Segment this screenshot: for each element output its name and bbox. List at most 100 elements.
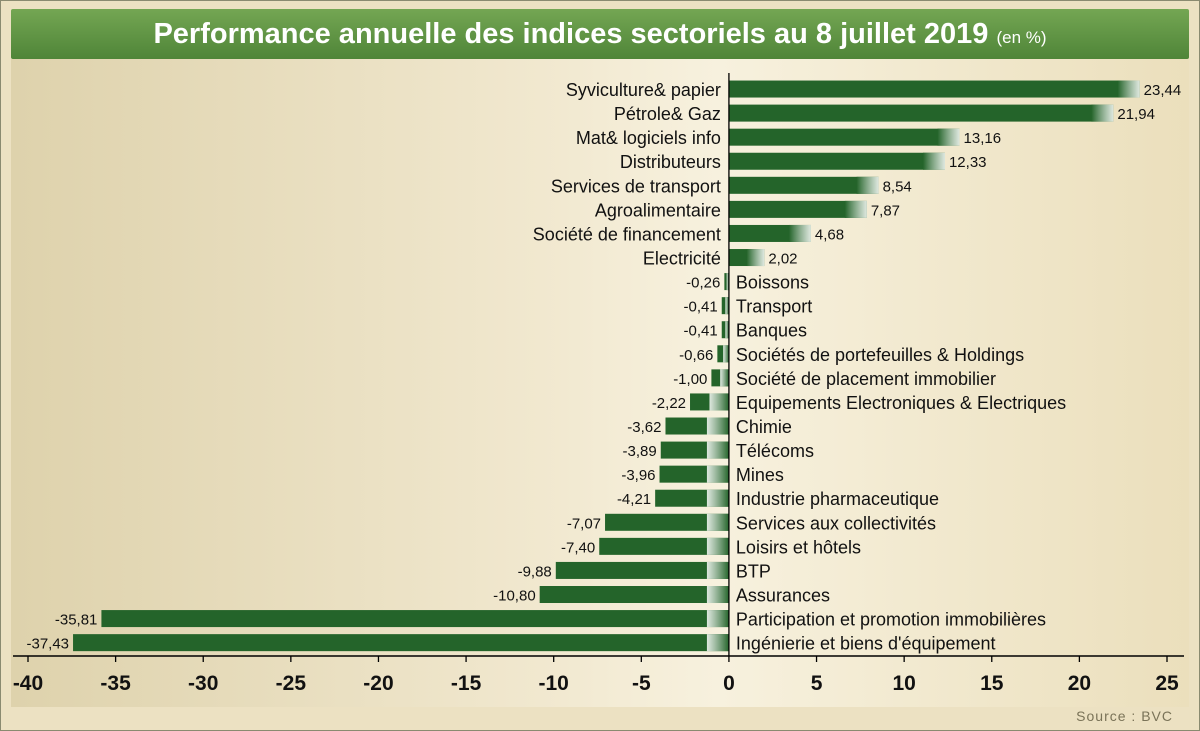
category-label: Boissons [736,273,809,293]
category-label: Participation et promotion immobilières [736,610,1046,630]
bar-highlight [709,393,729,411]
x-tick-label: 5 [811,672,823,695]
data-label: -7,07 [567,515,601,532]
bar-highlight [856,176,879,194]
bar-highlight [1091,104,1114,122]
bar [728,152,945,170]
category-label: Syviculture& papier [566,80,721,100]
bar-highlight [706,465,729,483]
bar-highlight [706,537,729,555]
bar-highlight [706,634,729,652]
data-label: -9,88 [518,563,552,580]
bar [101,610,729,628]
bar-highlight [706,586,729,604]
data-label: -7,40 [561,539,595,556]
data-label: -0,41 [684,299,718,316]
chart-title-unit: (en %) [996,28,1047,47]
bar [728,128,960,146]
x-tick-label: -25 [276,672,307,695]
bar-highlight [725,321,729,339]
bar-highlight [844,200,867,218]
category-label: BTP [736,561,771,581]
data-label: 2,02 [768,251,797,268]
bar [721,297,729,315]
x-tick-label: -5 [632,672,651,695]
category-label: Industrie pharmaceutique [736,489,939,509]
data-label: -3,89 [623,443,657,460]
title-bar: Performance annuelle des indices sectori… [11,9,1189,59]
bar [73,634,729,652]
bar-highlight [723,345,729,363]
bar-highlight [706,561,729,579]
category-label: Banques [736,321,807,341]
bar-highlight [746,249,765,267]
category-label: Société de placement immobilier [736,369,996,389]
x-tick-label: 20 [1068,672,1091,695]
data-label: -3,62 [627,419,661,436]
bar [599,537,729,555]
category-label: Distributeurs [620,152,721,172]
bar [721,321,729,339]
bar-highlight [706,513,729,531]
x-tick-label: 10 [892,672,915,695]
data-label: 7,87 [871,202,900,219]
category-label: Ingénierie et biens d'équipement [736,634,996,654]
data-label: 23,44 [1144,82,1182,99]
category-label: Services aux collectivités [736,513,936,533]
bar-highlight [706,417,729,435]
bar-highlight [726,273,729,291]
data-label: -0,26 [686,275,720,292]
category-label: Chimie [736,417,792,437]
x-tick-label: -30 [188,672,218,695]
bar [728,176,879,194]
category-label: Equipements Electroniques & Electriques [736,393,1066,413]
category-label: Mines [736,465,784,485]
data-label: -1,00 [673,371,707,388]
category-label: Télécoms [736,441,814,461]
bar-highlight [706,441,729,459]
x-tick-label: 15 [980,672,1004,695]
category-label: Société de financement [533,224,721,244]
data-label: -4,21 [617,491,651,508]
chart-title-line: Performance annuelle des indices sectori… [11,9,1189,63]
category-label: Services de transport [551,176,721,196]
bar-highlight [706,489,729,507]
x-tick-label: -35 [100,672,131,695]
bar [728,80,1140,98]
chart-title: Performance annuelle des indices sectori… [153,18,989,50]
data-label: -0,66 [679,347,713,364]
category-label: Transport [736,297,812,317]
bar [555,561,729,579]
data-label: 12,33 [949,154,987,171]
category-label: Sociétés de portefeuilles & Holdings [736,345,1024,365]
data-label: -10,80 [493,588,536,605]
data-label: -35,81 [55,612,98,629]
bar [605,513,729,531]
bar-highlight [922,152,945,170]
bar-highlight [720,369,729,387]
data-label: -0,41 [684,323,718,340]
bar [539,586,729,604]
data-label: 8,54 [883,178,912,195]
bar-highlight [788,224,811,242]
bar [728,200,867,218]
bar-highlight [706,610,729,628]
bar [728,104,1114,122]
x-tick-label: 0 [723,672,735,695]
bar-highlight [725,297,729,315]
category-label: Assurances [736,586,830,606]
category-label: Mat& logiciels info [576,128,721,148]
x-tick-label: -20 [363,672,393,695]
data-label: 4,68 [815,226,844,243]
category-label: Loisirs et hôtels [736,537,861,557]
x-tick-label: -10 [539,672,569,695]
data-label: -2,22 [652,395,686,412]
x-tick-label: -15 [451,672,482,695]
data-label: -37,43 [26,636,69,653]
bar-highlight [1117,80,1140,98]
bar-highlight [937,128,960,146]
category-label: Agroalimentaire [595,200,721,220]
category-label: Pétrole& Gaz [614,104,721,124]
